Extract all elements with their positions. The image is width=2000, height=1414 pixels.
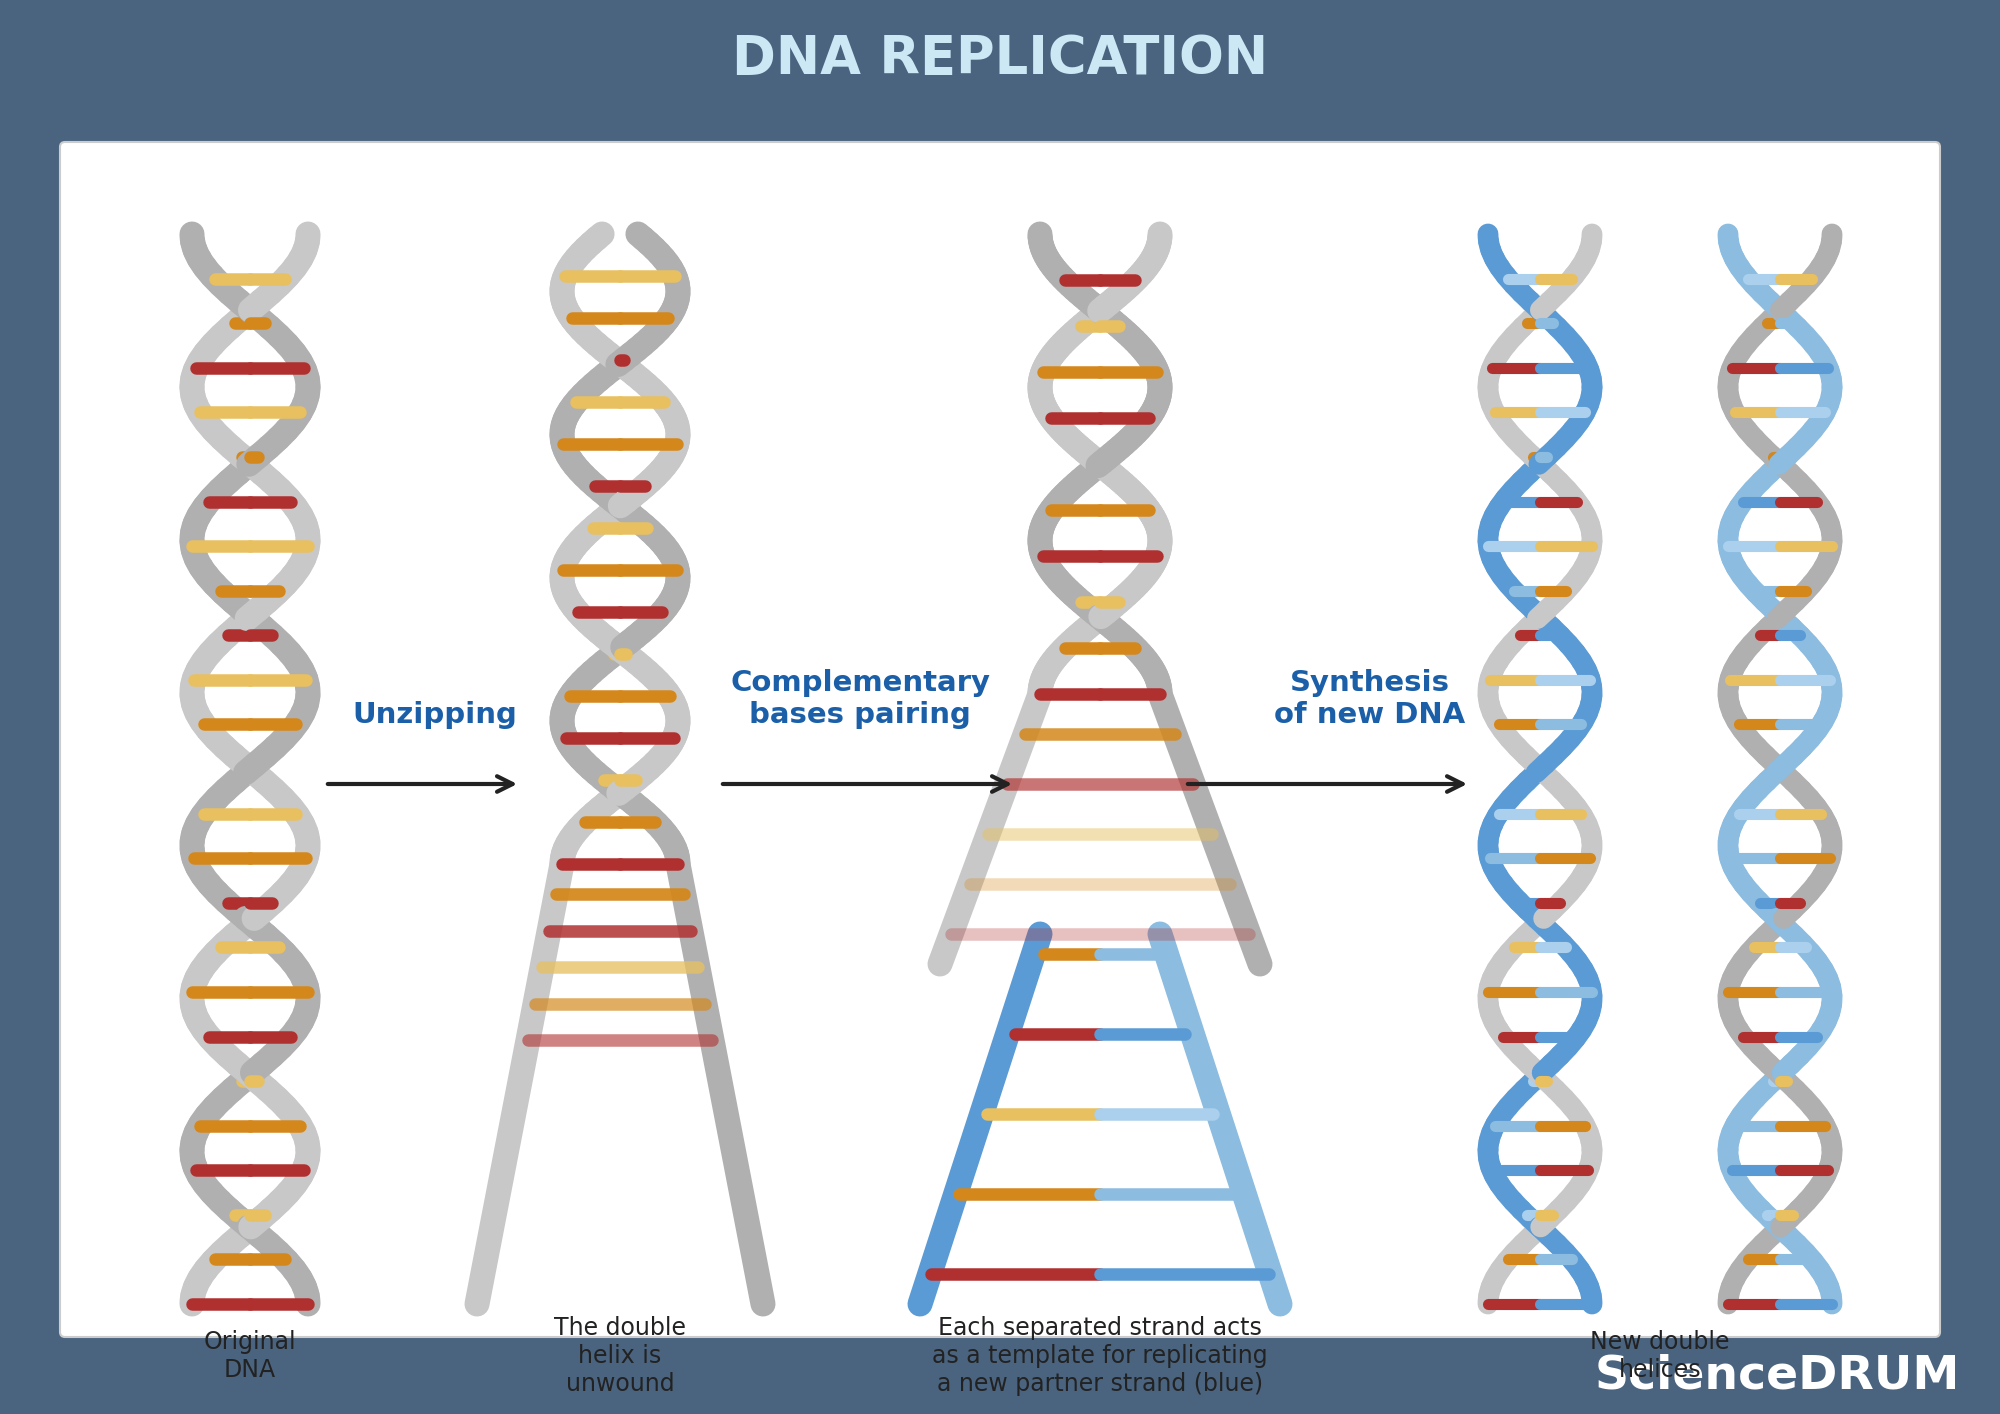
Text: Unzipping: Unzipping	[352, 701, 518, 730]
Text: Synthesis
of new DNA: Synthesis of new DNA	[1274, 669, 1466, 730]
Text: New double
helices: New double helices	[1590, 1331, 1730, 1381]
Text: Complementary
bases pairing: Complementary bases pairing	[730, 669, 990, 730]
Text: DNA REPLICATION: DNA REPLICATION	[732, 33, 1268, 85]
Text: Original
DNA: Original DNA	[204, 1331, 296, 1381]
Text: Each separated strand acts
as a template for replicating
a new partner strand (b: Each separated strand acts as a template…	[932, 1316, 1268, 1396]
FancyBboxPatch shape	[60, 141, 1940, 1338]
Text: ScienceDRUM: ScienceDRUM	[1594, 1353, 1960, 1398]
Text: The double
helix is
unwound: The double helix is unwound	[554, 1316, 686, 1396]
